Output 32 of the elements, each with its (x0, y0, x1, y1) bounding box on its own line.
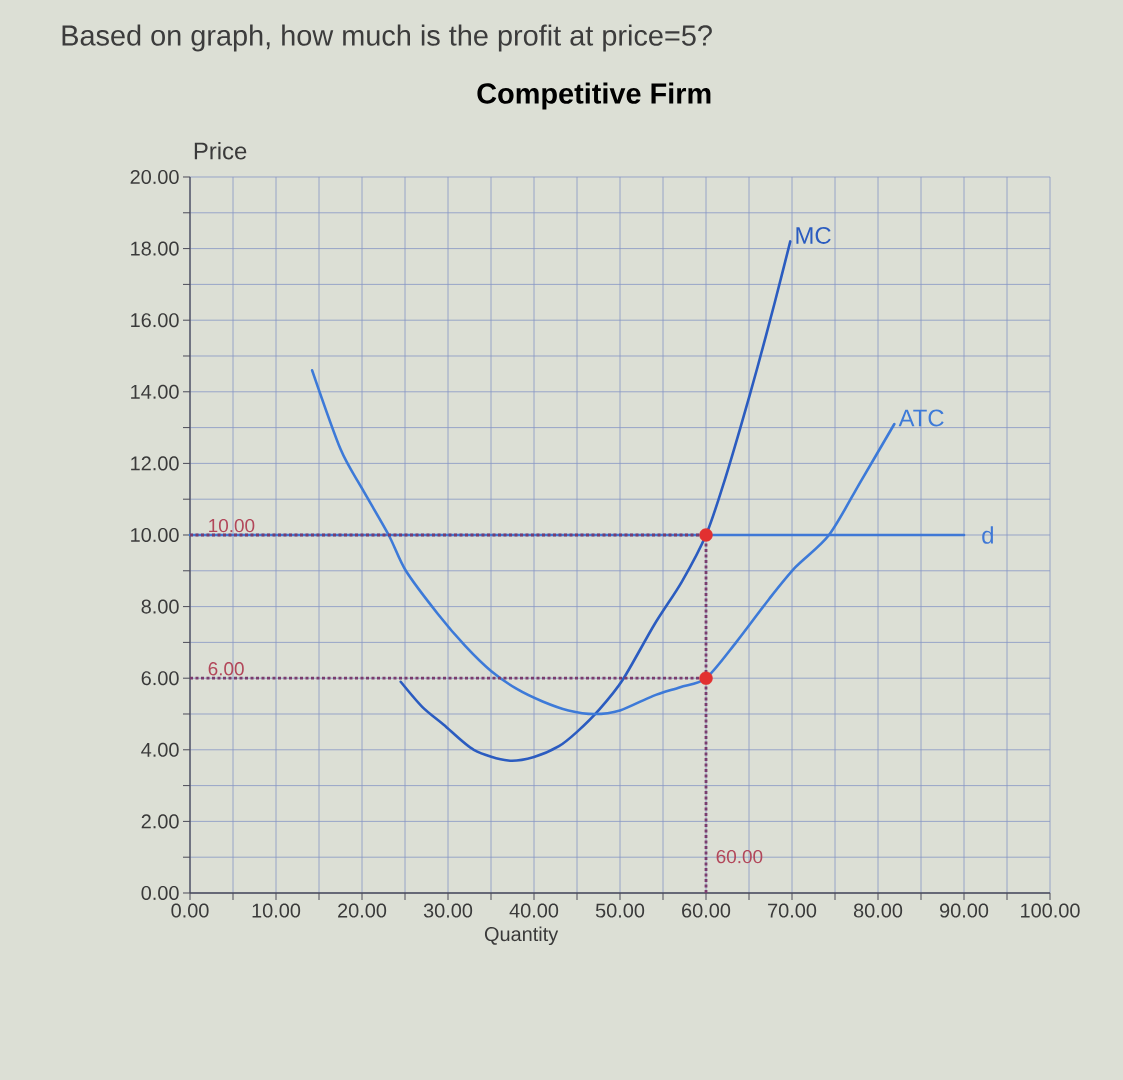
y-tick-label: 2.00 (141, 814, 179, 829)
x-tick-label: 100.00 (1021, 903, 1080, 918)
annotation: 6.00 (208, 662, 244, 676)
y-tick-label: 18.00 (131, 241, 179, 256)
x-tick-label: 70.00 (768, 903, 817, 918)
x-tick-label: 20.00 (338, 903, 387, 918)
x-tick-label: 80.00 (853, 903, 903, 918)
x-tick-label: 10.00 (252, 903, 301, 918)
x-tick-label: 50.00 (595, 903, 645, 918)
x-axis-title: Quantity (484, 926, 559, 946)
chart-title: Competitive Firm (477, 82, 711, 110)
y-tick-label: 6.00 (141, 671, 179, 686)
x-tick-label: 30.00 (423, 903, 473, 918)
x-tick-label: 0.00 (171, 903, 209, 918)
y-tick-label: 4.00 (141, 742, 179, 757)
y-tick-label: 14.00 (131, 384, 179, 399)
y-tick-label: 0.00 (141, 885, 179, 901)
series-label: MC (796, 226, 831, 244)
x-tick-label: 90.00 (940, 903, 989, 918)
series-label: d (982, 526, 993, 544)
series-label: ATC (898, 409, 944, 427)
y-tick-label: 20.00 (130, 169, 179, 185)
y-axis-title: Price (194, 141, 247, 160)
annotation: 10.00 (209, 518, 255, 533)
text: Based on graph, how much is the profit at price=5? (62, 24, 712, 52)
y-tick-label: 10.00 (131, 527, 179, 543)
y-tick-label: 16.00 (131, 313, 179, 328)
y-tick-label: 12.00 (131, 456, 179, 471)
y-tick-label: 8.00 (141, 599, 179, 614)
x-tick-label: 40.00 (509, 903, 559, 918)
x-tick-label: 60.00 (682, 903, 731, 918)
annotation: 60.00 (716, 849, 763, 864)
